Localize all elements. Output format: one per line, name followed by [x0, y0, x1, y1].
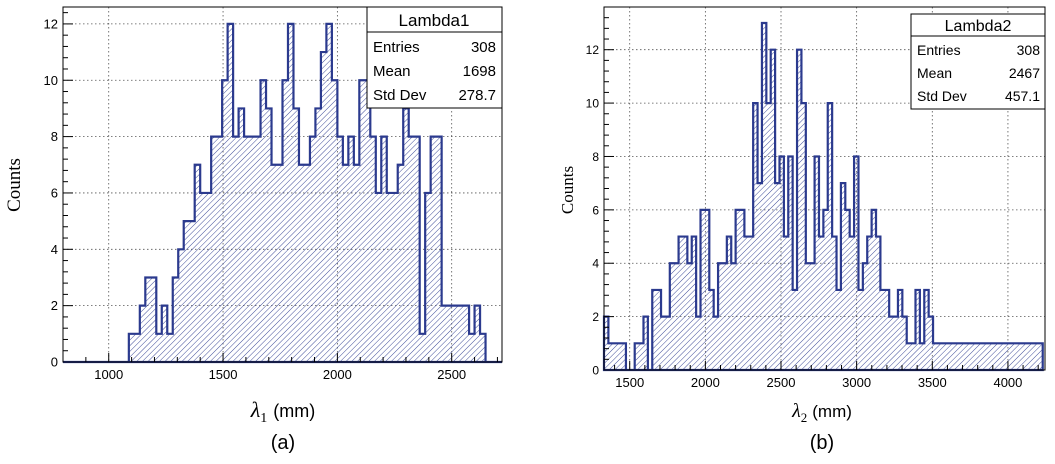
chart-b-y-tick-label: 4 — [592, 257, 599, 271]
chart-b-y-tick-label: 2 — [592, 310, 599, 324]
chart-b-stats-title: Lambda2 — [945, 18, 1012, 35]
chart-a-stats-box: Lambda1 Entries 308 Mean 1698 Std Dev 27… — [366, 6, 503, 109]
chart-b-x-tick-label: 3500 — [918, 375, 947, 390]
chart-a-y-tick-label: 12 — [44, 16, 58, 31]
chart-a-stats-value: 308 — [471, 39, 496, 56]
chart-a-x-tick-label: 1000 — [94, 367, 123, 382]
chart-b-stats-value: 457.1 — [1005, 88, 1040, 104]
chart-a-grid — [63, 7, 502, 362]
chart-a-stats-label: Entries — [373, 39, 420, 56]
chart-b-x-tick-label: 1500 — [615, 375, 644, 390]
chart-b-x-tick-label: 2500 — [767, 375, 796, 390]
chart-a-y-tick-label: 0 — [51, 355, 58, 370]
chart-b-stats-value: 2467 — [1009, 65, 1040, 81]
chart-a-stats-title: Lambda1 — [399, 11, 470, 30]
chart-a-y-tick-label: 2 — [51, 298, 58, 313]
chart-b-x-ticks: 1500 2000 2500 3000 3500 4000 — [614, 361, 1039, 390]
chart-a-x-tick-label: 1500 — [209, 367, 238, 382]
chart-b-stats-box: Lambda2 Entries 308 Mean 2467 Std Dev 45… — [910, 13, 1046, 110]
chart-a-y-ticks: 0 2 4 6 8 10 12 — [44, 12, 73, 370]
chart-a-x-tick-label: 2000 — [323, 367, 352, 382]
chart-a-frame — [62, 6, 503, 363]
chart-a-stats-label: Std Dev — [373, 87, 427, 104]
chart-a-histogram — [63, 22, 502, 364]
chart-b: 1500 2000 2500 3000 3500 4000 0 2 4 6 8 10 12 Count… — [558, 6, 1046, 454]
chart-a-y-tick-label: 4 — [51, 242, 58, 257]
chart-b-stats-label: Mean — [917, 65, 952, 81]
chart-b-x-axis-label: λ2 (mm) — [791, 400, 852, 425]
chart-b-y-tick-label: 0 — [592, 364, 599, 378]
chart-a-y-tick-label: 10 — [44, 73, 58, 88]
chart-b-y-tick-label: 6 — [592, 203, 599, 217]
chart-b-y-axis-label: Counts — [558, 166, 577, 214]
chart-b-y-ticks: 0 2 4 6 8 10 12 — [586, 6, 614, 378]
chart-a-y-tick-label: 6 — [51, 185, 58, 200]
chart-a-panel-label: (a) — [271, 432, 295, 454]
chart-a-x-ticks: 1000 1500 2000 2500 — [62, 353, 498, 382]
chart-a-x-tick-label: 2500 — [437, 367, 466, 382]
chart-b-y-tick-label: 12 — [586, 43, 600, 57]
chart-a-histogram-outline — [63, 22, 502, 364]
chart-a-stats-value: 278.7 — [458, 87, 496, 104]
chart-b-histogram-outline — [602, 21, 1044, 372]
chart-b-y-tick-label: 8 — [592, 150, 599, 164]
chart-a-y-tick-label: 8 — [51, 129, 58, 144]
chart-b-histogram — [602, 21, 1044, 372]
chart-a-y-axis-label: Counts — [4, 158, 25, 212]
chart-b-x-tick-label: 3000 — [842, 375, 871, 390]
chart-b-panel-label: (b) — [810, 432, 834, 454]
chart-a: 1000 1500 2000 2500 0 2 4 6 8 10 12 Counts λ1 (mm)… — [4, 6, 503, 454]
chart-a-stats-value: 1698 — [463, 63, 496, 80]
chart-b-stats-label: Std Dev — [917, 88, 967, 104]
chart-b-x-tick-label: 4000 — [993, 375, 1022, 390]
chart-b-y-tick-label: 10 — [586, 97, 600, 111]
chart-a-x-axis-label: λ1 (mm) — [250, 397, 316, 426]
chart-b-x-tick-label: 2000 — [691, 375, 720, 390]
chart-a-stats-label: Mean — [373, 63, 411, 80]
chart-b-stats-label: Entries — [917, 42, 961, 58]
chart-b-stats-value: 308 — [1017, 42, 1041, 58]
